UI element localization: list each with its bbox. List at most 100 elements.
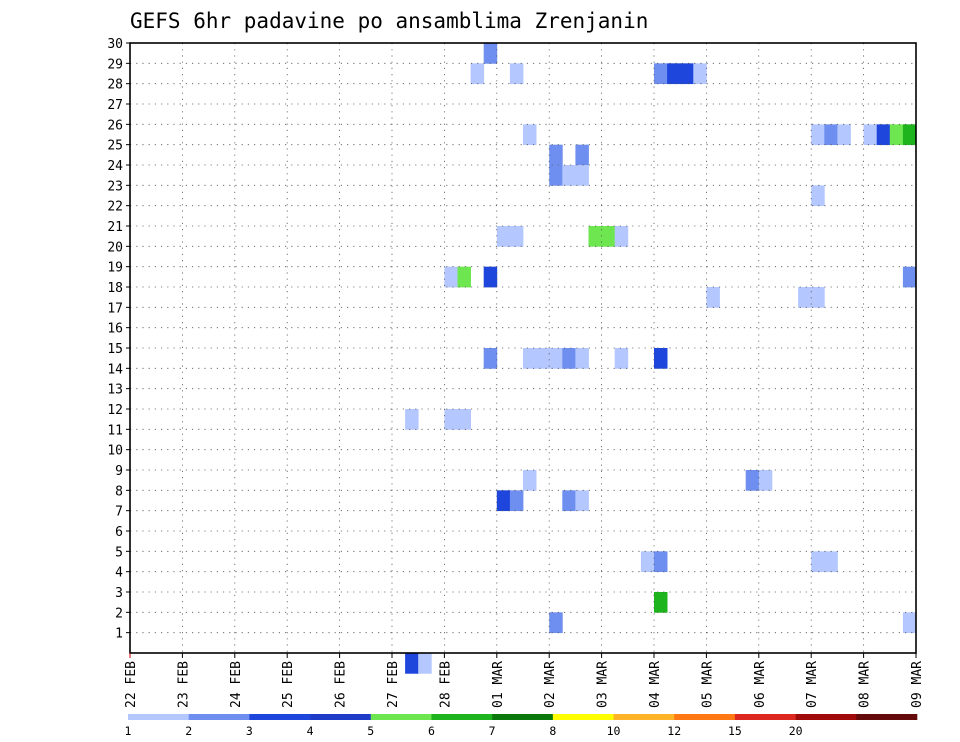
y-tick-label: 16: [107, 322, 123, 337]
heatmap-cell: [745, 470, 760, 491]
heatmap-cell: [902, 266, 917, 288]
x-tick-label: 23 FEB: [176, 661, 191, 708]
colorbar-swatch: [310, 714, 372, 720]
heatmap-cell: [536, 348, 550, 369]
heatmap-cell: [562, 490, 576, 512]
heatmap-cell: [549, 348, 563, 369]
heatmap-cell: [706, 287, 720, 308]
x-tick-label: 28 FEB: [438, 661, 453, 708]
heatmap-cell: [457, 266, 471, 288]
colorbar-label: 3: [246, 724, 253, 738]
colorbar-label: 5: [367, 724, 374, 738]
y-tick-label: 20: [107, 240, 123, 255]
colorbar-label: 10: [607, 724, 621, 738]
x-tick-label: 27 FEB: [386, 661, 401, 708]
heatmap-cell: [470, 63, 485, 85]
y-tick-label: 14: [107, 362, 123, 377]
x-tick-label: 06 MAR: [753, 661, 768, 708]
x-tick-label: 25 FEB: [281, 661, 296, 708]
colorbar-swatch: [674, 714, 736, 720]
y-tick-label: 28: [107, 78, 123, 93]
heatmap-cell: [562, 348, 576, 369]
colorbar-swatch: [431, 714, 493, 720]
y-tick-label: 7: [115, 505, 123, 520]
heatmap-cell: [824, 551, 838, 573]
x-tick-label: 09 MAR: [910, 661, 925, 708]
x-tick-label: 02 MAR: [543, 661, 558, 708]
y-tick-label: 24: [107, 159, 123, 174]
y-tick-label: 22: [107, 200, 123, 215]
y-tick-label: 8: [115, 484, 123, 499]
y-tick-label: 19: [107, 261, 123, 276]
colorbar-swatch: [128, 714, 189, 720]
heatmap-cell: [523, 124, 537, 146]
x-tick-label: 05 MAR: [700, 661, 715, 708]
colorbar-swatch: [613, 714, 675, 720]
colorbar-swatch: [370, 714, 432, 720]
colorbar-swatch: [552, 714, 614, 720]
y-tick-label: 10: [107, 444, 123, 459]
heatmap-cell: [654, 63, 668, 85]
colorbar-swatch: [795, 714, 857, 720]
x-axis: 22 FEB 23 FEB 24 FEB 25 FEB 26 FEB 27 FEB 28 F…: [124, 653, 925, 708]
y-tick-label: 11: [107, 423, 123, 438]
heatmap-cell: [496, 226, 511, 247]
colorbar-label: 2: [185, 724, 192, 738]
y-tick-label: 6: [115, 525, 123, 540]
colorbar-swatch: [734, 714, 796, 720]
heatmap-cell: [483, 43, 498, 64]
colorbar-swatch: [856, 714, 918, 720]
colorbar-label: 6: [428, 724, 435, 738]
colorbar-label: 7: [489, 724, 496, 738]
heatmap-cell: [588, 226, 602, 247]
heatmap-cell: [614, 348, 629, 369]
heatmap-cell: [889, 124, 904, 146]
heatmap-cell: [601, 226, 616, 247]
heatmap-cell: [549, 165, 563, 186]
heatmap-cell: [509, 226, 524, 247]
y-tick-label: 2: [115, 606, 123, 621]
colorbar: 1 2 3 4 5 6 7 8 10 12 15 20: [125, 714, 918, 738]
colorbar-label: 1: [125, 724, 132, 738]
heatmap-cell: [483, 348, 498, 369]
heatmap-cell: [798, 287, 812, 308]
heatmap-cell: [418, 653, 432, 674]
y-tick-label: 5: [115, 545, 123, 560]
colorbar-label: 20: [789, 724, 803, 738]
heatmap-cell: [667, 63, 681, 85]
heatmap-cell: [549, 144, 563, 166]
heatmap-cell: [444, 266, 458, 288]
y-tick-label: 29: [107, 57, 123, 72]
heatmap-cell: [562, 165, 576, 186]
x-tick-label: 24 FEB: [229, 661, 244, 708]
y-tick-label: 13: [107, 383, 123, 398]
y-tick-label: 1: [115, 627, 123, 642]
heatmap-cell: [509, 490, 524, 512]
heatmap-cells: [405, 43, 917, 674]
heatmap-cell: [863, 124, 878, 146]
colorbar-swatch: [249, 714, 311, 720]
x-tick-label: 04 MAR: [648, 661, 663, 708]
heatmap-cell: [693, 63, 707, 85]
heatmap-cell: [575, 144, 589, 166]
y-tick-label: 23: [107, 179, 123, 194]
colorbar-label: 8: [549, 724, 556, 738]
y-tick-label: 9: [115, 464, 123, 479]
gridlines: [130, 43, 916, 653]
heatmap-cell: [496, 490, 511, 512]
heatmap-cell: [876, 124, 891, 146]
y-tick-label: 30: [107, 37, 123, 52]
heatmap-cell: [509, 63, 524, 85]
x-tick-label: 01 MAR: [491, 661, 506, 708]
colorbar-swatch: [188, 714, 250, 720]
colorbar-swatch: [492, 714, 554, 720]
heatmap-cell: [405, 653, 419, 674]
heatmap-cell: [575, 490, 589, 512]
x-tick-label: 03 MAR: [596, 661, 611, 708]
x-tick-label: 26 FEB: [334, 661, 349, 708]
heatmap-cell: [614, 226, 629, 247]
y-tick-label: 26: [107, 118, 123, 133]
heatmap-cell: [444, 409, 458, 430]
heatmap-cell: [523, 348, 537, 369]
